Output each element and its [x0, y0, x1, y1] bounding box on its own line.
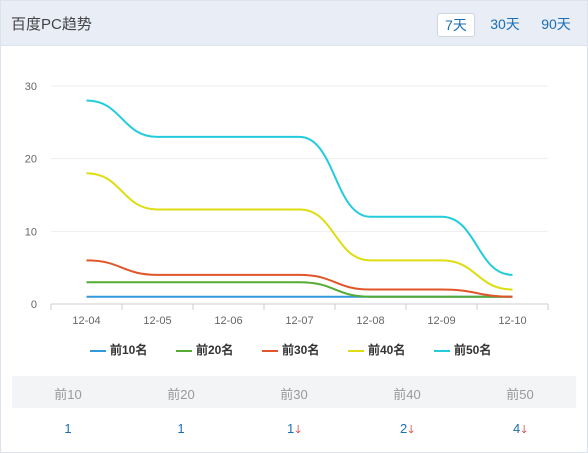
- down-arrow-icon: 🡓: [295, 424, 301, 436]
- trend-line-chart: 0 10 20 30 12-04 12-05 12-06 12-07 12-08 12-09 12-…: [25, 81, 549, 327]
- summary-value-top30: 1🡓: [254, 421, 334, 440]
- x-tick-label: 12-05: [143, 315, 171, 327]
- range-30-days-button[interactable]: 30天: [490, 16, 520, 32]
- legend-swatch: [348, 349, 364, 352]
- series-line-2: [86, 281, 513, 298]
- y-tick-label: 10: [25, 226, 37, 238]
- down-arrow-icon: 🡓: [408, 424, 414, 436]
- y-tick-label: 20: [25, 154, 37, 166]
- series-line-3: [86, 259, 513, 298]
- range-7-days-button[interactable]: 7天: [437, 13, 475, 37]
- x-tick-label: 12-07: [285, 315, 313, 327]
- summary-value-top50: 4🡓: [480, 421, 560, 440]
- legend-label: 前40名: [368, 343, 406, 357]
- x-tick-label: 12-08: [356, 315, 384, 327]
- legend-label: 前30名: [282, 343, 320, 357]
- summary-value-top40: 2🡓: [367, 421, 447, 440]
- panel-title: 百度PC趋势: [11, 16, 92, 33]
- column-header-top30: 前30: [280, 387, 308, 402]
- series-line-4: [86, 172, 513, 291]
- panel-header: 百度PC趋势 7天 30天 90天: [1, 1, 587, 46]
- summary-value: 1: [64, 421, 72, 436]
- summary-value: 4: [513, 421, 521, 436]
- range-90-days-button[interactable]: 90天: [541, 16, 571, 32]
- legend-item-top30[interactable]: 前30名: [262, 341, 319, 357]
- legend-item-top20[interactable]: 前20名: [176, 341, 233, 357]
- column-header-top20: 前20: [167, 387, 195, 402]
- legend-item-top10[interactable]: 前10名: [90, 341, 147, 357]
- legend-swatch: [176, 349, 192, 352]
- summary-value: 1: [177, 421, 185, 436]
- down-arrow-icon: 🡓: [521, 424, 527, 436]
- y-tick-label: 0: [31, 299, 37, 311]
- y-tick-label: 30: [25, 81, 37, 93]
- legend-swatch: [262, 349, 278, 352]
- legend-swatch: [90, 349, 106, 352]
- column-header-top50: 前50: [506, 387, 534, 402]
- summary-value: 2: [400, 421, 408, 436]
- legend-item-top40[interactable]: 前40名: [348, 341, 405, 357]
- summary-value: 1: [287, 421, 295, 436]
- x-tick-label: 12-06: [214, 315, 242, 327]
- summary-table-header: 前10 前20 前30 前40 前50: [12, 376, 576, 408]
- legend-label: 前20名: [196, 343, 234, 357]
- column-header-top40: 前40: [393, 387, 421, 402]
- summary-value-top20: 1: [141, 421, 221, 436]
- column-header-top10: 前10: [54, 387, 82, 402]
- legend-label: 前50名: [454, 343, 492, 357]
- summary-value-top10: 1: [28, 421, 108, 436]
- series-line-5: [86, 99, 513, 276]
- legend-swatch: [434, 349, 450, 352]
- x-tick-label: 12-10: [498, 315, 526, 327]
- legend-label: 前10名: [110, 343, 148, 357]
- x-tick-label: 12-04: [72, 315, 100, 327]
- legend-item-top50[interactable]: 前50名: [434, 341, 491, 357]
- x-tick-label: 12-09: [427, 315, 455, 327]
